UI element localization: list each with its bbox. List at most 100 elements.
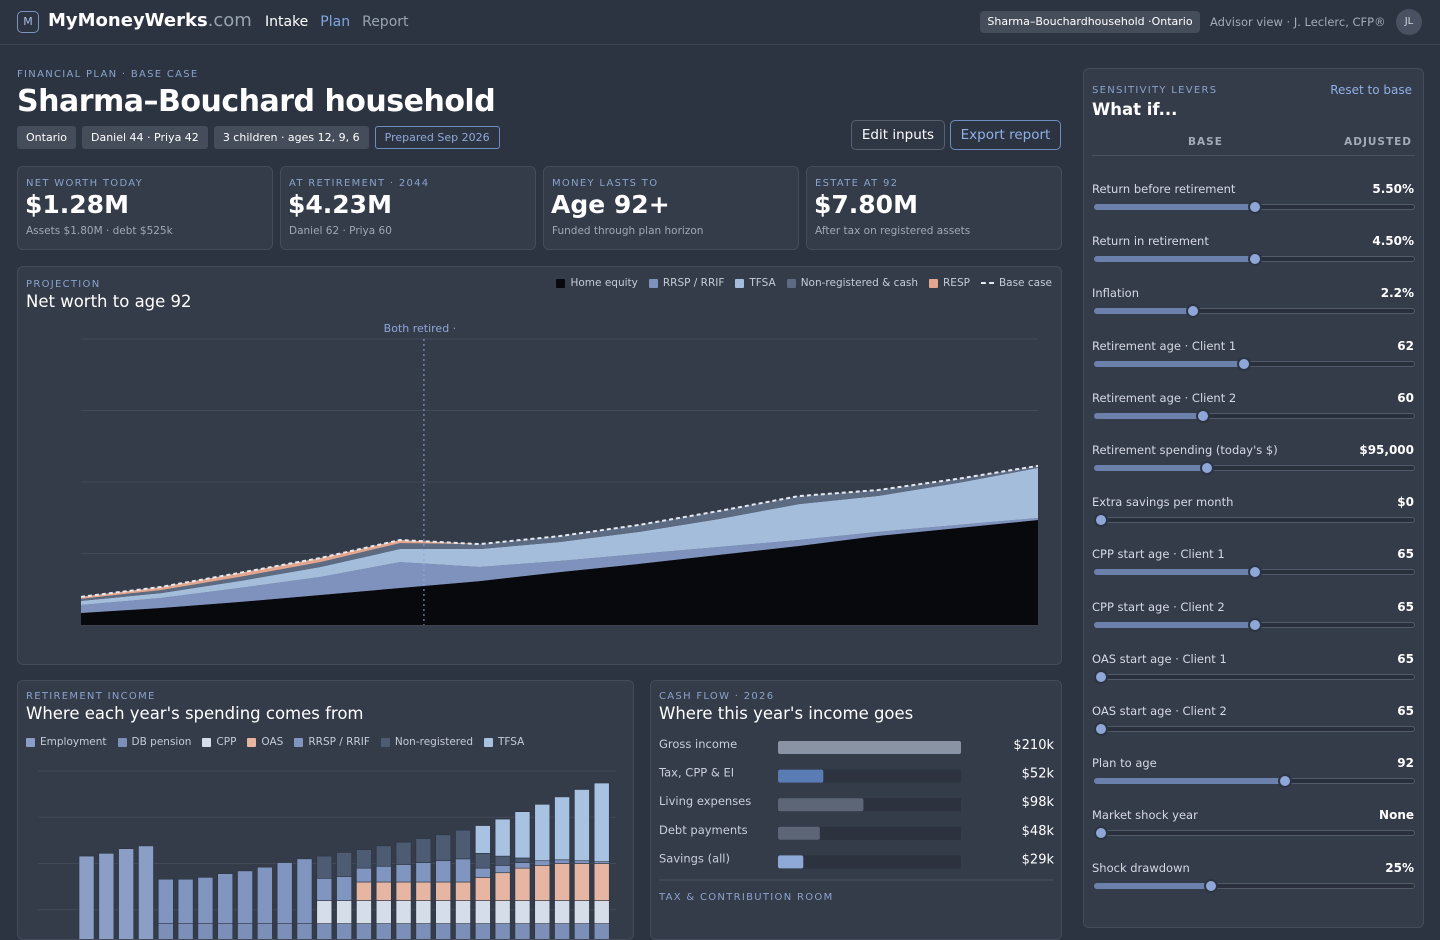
slider-knob[interactable] — [1094, 669, 1108, 684]
nav-link[interactable]: Intake — [265, 14, 309, 30]
nav-link[interactable]: Report — [362, 14, 409, 30]
bar-segment — [118, 848, 134, 939]
slider-fill — [1094, 621, 1255, 628]
slider-track — [1094, 726, 1415, 732]
kpi-card: NET WORTH TODAY $1.28M Assets $1.80M · deb… — [17, 166, 273, 250]
bar — [778, 826, 820, 840]
lever-label: Retirement spending (today's $) — [1092, 443, 1278, 457]
legend-swatch — [247, 737, 257, 747]
projection-panel: PROJECTION Net worth to age 92 Home equity… — [17, 266, 1062, 665]
bar-segment — [435, 923, 452, 939]
bar-segment — [237, 870, 253, 924]
chart-title: Net worth to age 92 — [26, 292, 192, 311]
bar-segment — [494, 900, 511, 924]
slider-fill — [1094, 204, 1255, 210]
legend-label: RESP — [943, 277, 970, 289]
bar-segment — [514, 811, 531, 859]
slider-knob[interactable] — [1278, 774, 1293, 789]
bar-segment — [296, 858, 313, 924]
bar-segment — [276, 862, 293, 924]
kpi-card: ESTATE AT 92 $7.80M After tax on registere… — [806, 166, 1062, 250]
legend-swatch — [735, 278, 745, 288]
legend-label: Non-registered — [394, 736, 473, 748]
prepared-chip: Prepared Sep 2026 — [374, 126, 500, 149]
button[interactable]: Edit inputs — [851, 120, 945, 150]
slider-knob[interactable] — [1196, 408, 1211, 423]
kpi-note: Funded through plan horizon — [552, 225, 704, 237]
slider-fill — [1094, 778, 1286, 785]
bar-segment — [395, 923, 412, 939]
bar-segment — [435, 900, 452, 924]
slider-knob[interactable] — [1203, 878, 1218, 893]
bar-segment — [593, 863, 610, 901]
slider-knob[interactable] — [1247, 617, 1262, 632]
value-label: $98k — [1022, 795, 1055, 810]
kpi-note: Assets $1.80M · debt $525k — [26, 225, 173, 237]
kpi-label: ESTATE AT 92 — [815, 178, 899, 189]
legend-label: TFSA — [749, 277, 776, 289]
slider-knob[interactable] — [1094, 513, 1108, 528]
area — [81, 467, 1038, 605]
legend-item: RRSP / RRIF — [648, 277, 724, 289]
legend-label: CPP — [216, 736, 237, 748]
bar-segment — [574, 923, 590, 939]
legend-swatch — [484, 737, 493, 747]
legend: Home equity RRSP / RRIF TFSA Non-registered… — [556, 277, 1052, 289]
chip: Ontario — [17, 126, 76, 149]
legend-item: Non-registered & cash — [786, 277, 918, 289]
slider-knob[interactable] — [1094, 826, 1108, 841]
slider-knob[interactable] — [1247, 252, 1262, 267]
lever-label: Plan to age — [1092, 756, 1157, 771]
slider-knob[interactable] — [1247, 565, 1262, 580]
column-header: BASE — [1188, 136, 1223, 148]
reset-link[interactable]: Reset to base — [1330, 83, 1412, 97]
bar-segment — [177, 878, 194, 924]
legend: Employment DB pension CPP OAS RRSP / RRIF Non… — [26, 736, 524, 748]
bar-segment — [593, 923, 610, 939]
slider-knob[interactable] — [1094, 722, 1108, 736]
household-chip[interactable]: Sharma–Bouchardhousehold ·Ontario — [980, 11, 1200, 33]
button[interactable]: Export report — [950, 120, 1061, 150]
bar-segment — [534, 865, 551, 901]
legend-label: Base case — [998, 277, 1052, 289]
bar-segment — [455, 923, 471, 939]
area — [81, 519, 1038, 625]
eyebrow: CASH FLOW · 2026 — [659, 691, 775, 702]
slider-fill — [1094, 569, 1255, 576]
legend-item: TFSA — [484, 736, 524, 748]
lever-label: Return before retirement — [1092, 182, 1236, 196]
slider-track — [1094, 673, 1415, 680]
bar-segment — [375, 845, 392, 867]
panel-title: What if... — [1092, 100, 1178, 119]
legend-item: DB pension — [117, 736, 192, 748]
slider-knob[interactable] — [1199, 461, 1214, 475]
legend-item: Employment — [26, 736, 107, 748]
lever-value: 65 — [1397, 651, 1414, 666]
brand-suffix: .com — [207, 10, 252, 31]
row-label: Debt payments — [659, 823, 748, 837]
lever-value: 25% — [1385, 860, 1414, 875]
chip: 3 children · ages 12, 9, 6 — [213, 126, 369, 149]
legend-label: DB pension — [131, 736, 192, 748]
avatar[interactable]: JL — [1396, 9, 1422, 35]
divider — [1092, 155, 1415, 156]
chart: Both retired · — [80, 322, 1039, 626]
row-label: Gross income — [659, 737, 737, 751]
legend-label: RRSP / RRIF — [308, 736, 370, 748]
area — [81, 465, 1038, 599]
slider-knob[interactable] — [1237, 356, 1252, 371]
lever-label: Shock drawdown — [1092, 860, 1190, 875]
legend-item: RRSP / RRIF — [294, 736, 370, 748]
slider-knob[interactable] — [1186, 304, 1201, 319]
lever-value: None — [1379, 808, 1414, 823]
kpi-value: Age 92+ — [551, 190, 670, 219]
bar-segment — [375, 881, 392, 901]
bar-track — [778, 769, 961, 783]
slider-knob[interactable] — [1247, 200, 1262, 214]
nav-link[interactable]: Plan — [320, 14, 351, 30]
chip: Daniel 44 · Priya 42 — [82, 126, 208, 149]
legend-swatch — [786, 278, 796, 288]
lever-label: Extra savings per month — [1092, 495, 1234, 510]
bar-segment — [197, 923, 214, 939]
bar-segment — [574, 863, 590, 901]
